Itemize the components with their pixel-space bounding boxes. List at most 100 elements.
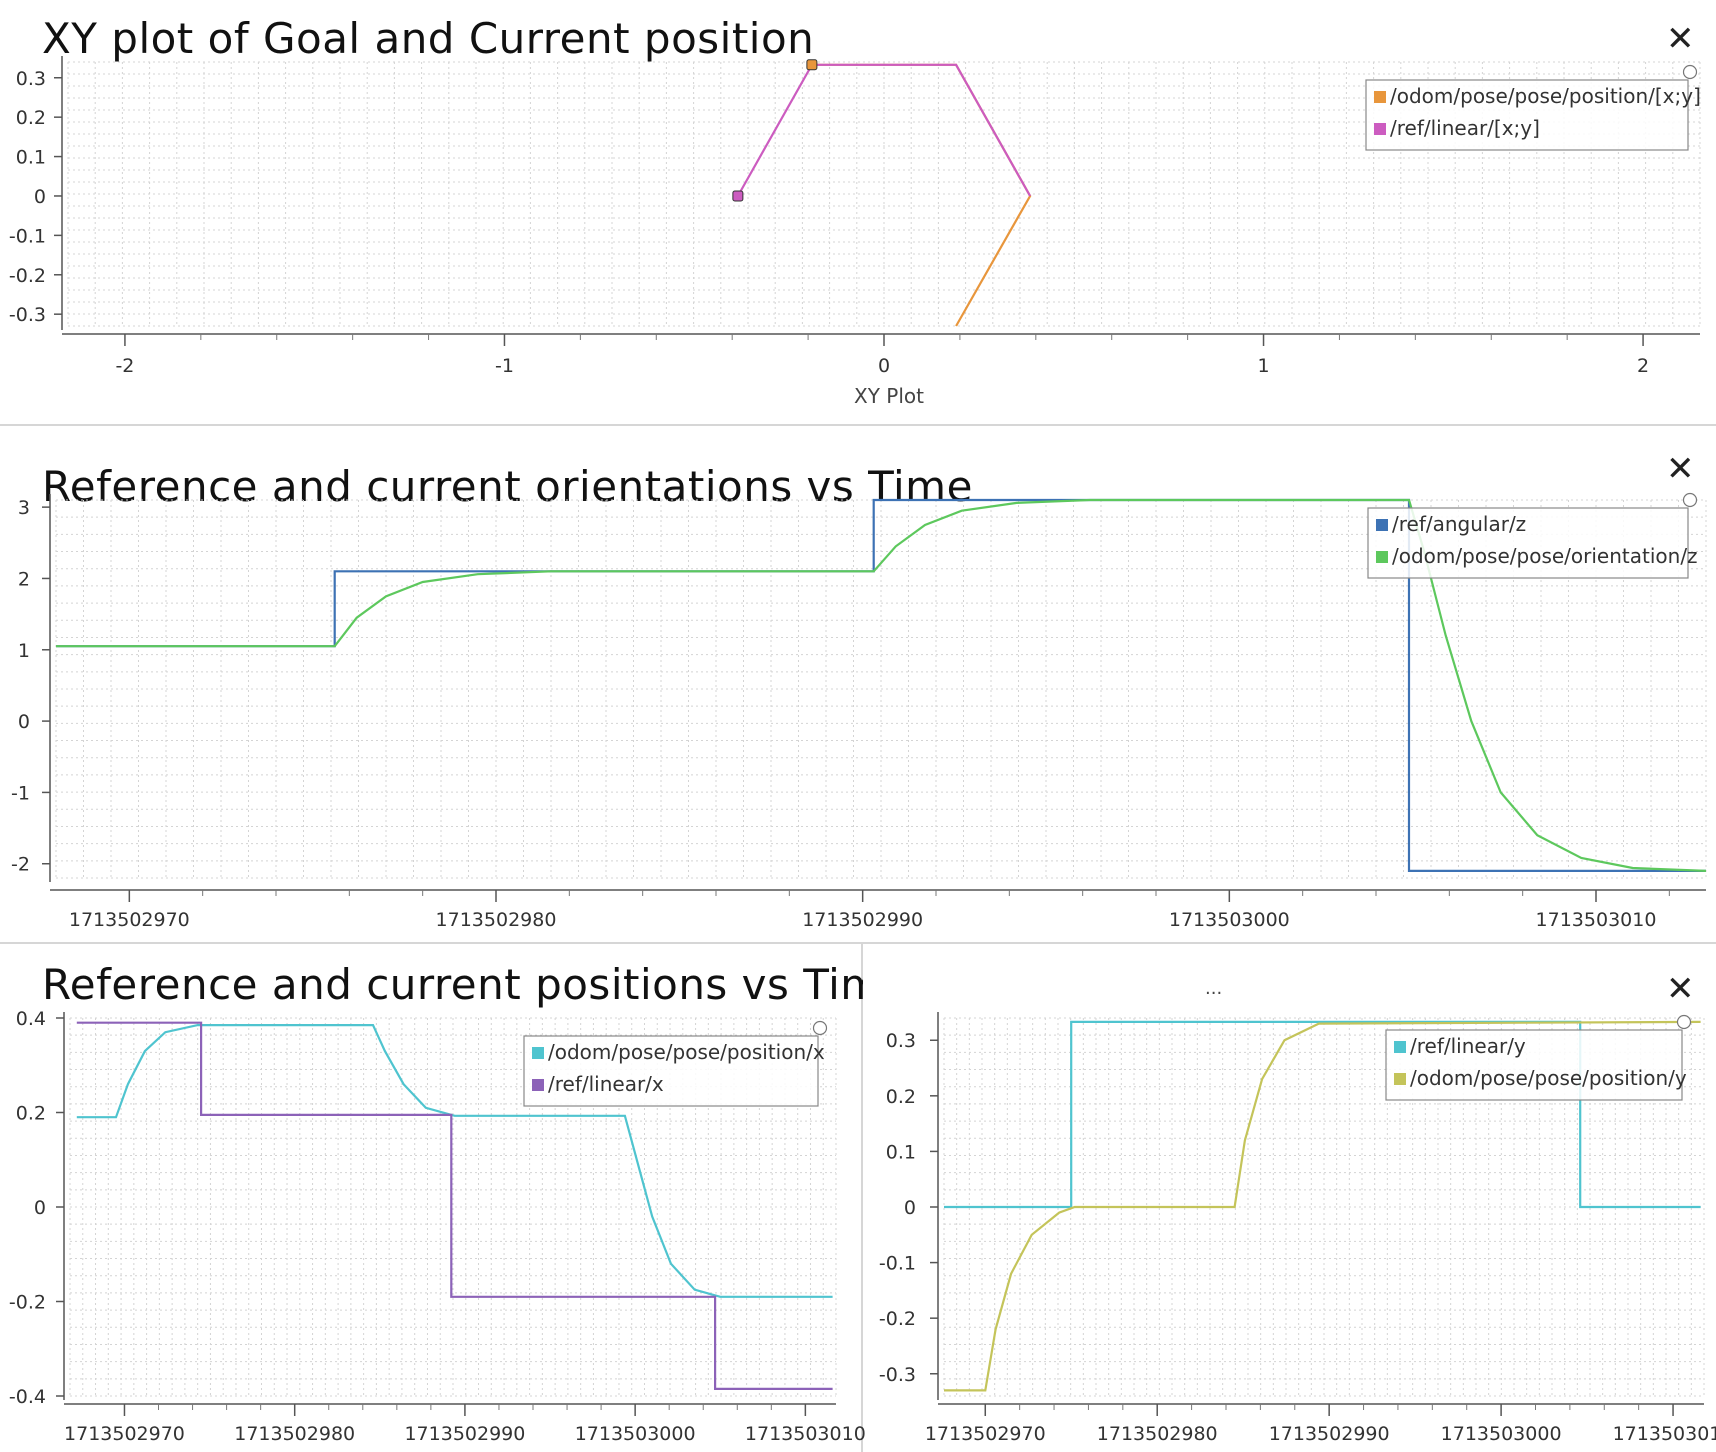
y-tick-label: 0 [18,711,30,733]
legend-label: /odom/pose/pose/position/x [548,1040,825,1064]
series-line [736,63,1032,197]
x-tick-label: 1713502970 [925,1423,1046,1445]
x-tick-label: 2 [1637,355,1649,377]
series-line [56,498,1706,872]
x-tick-label: 1713503000 [575,1423,696,1445]
legend-swatch [1394,1073,1406,1085]
x-tick-label: -2 [115,355,134,377]
x-tick-label: 1713502970 [69,909,190,931]
chart-orient: 1713502970 1713502980 1713502990 1713503000… [11,492,1707,931]
legend-label: /ref/angular/z [1392,512,1526,536]
y-tick-label: 0.2 [16,107,46,129]
y-tick-label: 0 [34,1197,46,1219]
legend-swatch [1394,1041,1406,1053]
series-line [76,1021,833,1390]
y-tick-label: -0.2 [9,1292,46,1314]
series-line [944,1020,1701,1392]
y-tick-label: -0.4 [9,1386,46,1408]
x-tick-label: 1713503000 [1169,909,1290,931]
legend-resize-handle[interactable] [812,1020,828,1036]
y-tick-label: 0.2 [886,1086,916,1108]
position-x-plot-panel: Reference and current positions vs Time [0,944,908,1452]
legend-swatch [532,1079,544,1091]
y-tick-label: -0.1 [9,225,46,247]
panel-title: Reference and current positions vs Time [42,960,909,1009]
y-tick-label: -0.1 [879,1253,916,1275]
chart-xy: -2 -1 0 1 2 0.3 0.2 0.1 0 -0.1 -0.2 -0.3 XY Plot/odo… [9,56,1701,408]
x-tick-label: 1713502990 [802,909,923,931]
legend-label: /odom/pose/pose/orientation/z [1392,544,1698,568]
panel-menu-dots[interactable]: ... [1205,978,1223,999]
x-tick-label: 1713503010 [1536,909,1657,931]
x-tick-label: 1713502990 [1269,1423,1390,1445]
x-tick-label: 1713503000 [1441,1423,1562,1445]
y-tick-label: -0.2 [879,1308,916,1330]
legend-box [1365,79,1689,151]
chart-posy: 1713502970 1713502980 1713502990 1713503000… [879,1012,1716,1445]
x-tick-label: 1713502990 [404,1423,525,1445]
close-icon[interactable]: ✕ [1666,969,1695,1009]
y-tick-label: 0 [904,1197,916,1219]
legend-swatch [1374,91,1386,103]
legend[interactable]: /ref/linear/y/odom/pose/pose/position/y [1385,1014,1692,1101]
legend-label: /ref/linear/[x;y] [1390,116,1540,140]
x-tick-label: 1713503010 [1613,1423,1716,1445]
legend-label: /odom/pose/pose/position/[x;y] [1390,84,1701,108]
close-icon[interactable]: ✕ [1666,19,1695,59]
series-line [811,63,1032,327]
y-tick-label: -0.3 [879,1364,916,1386]
page-title: XY plot of Goal and Current position [42,14,815,63]
y-tick-label: -0.2 [9,265,46,287]
x-tick-label: 1713502970 [64,1423,185,1445]
x-tick-label: 1713502980 [1097,1423,1218,1445]
grid-lines [55,499,1707,879]
legend-swatch [532,1047,544,1059]
legend-swatch [1376,551,1388,563]
y-tick-label: 2 [18,568,30,590]
legend-resize-handle[interactable] [1682,492,1698,508]
y-tick-label: 0.4 [16,1008,46,1030]
x-tick-label: 1713502980 [436,909,557,931]
close-icon[interactable]: ✕ [1666,449,1695,489]
legend-label: /ref/linear/y [1410,1034,1526,1058]
goal-position-marker [732,190,744,202]
y-tick-label: 0.1 [886,1141,916,1163]
grid-lines [69,1017,837,1397]
y-tick-label: 0.3 [16,68,46,90]
y-tick-label: 0 [34,186,46,208]
legend-box [1385,1029,1683,1101]
y-tick-label: 0.3 [886,1030,916,1052]
grid-lines [67,61,1701,327]
panel-divider-vertical[interactable] [861,944,863,1452]
panel-divider-2 [0,942,1716,944]
panel-divider-1 [0,424,1716,426]
current-position-marker [806,59,818,71]
legend[interactable]: /ref/angular/z/odom/pose/pose/orientatio… [1367,492,1698,579]
x-tick-label: 1713502980 [234,1423,355,1445]
y-tick-label: -1 [11,782,30,804]
legend-box [523,1035,819,1107]
legend-box [1367,507,1689,579]
y-tick-label: 0.2 [16,1103,46,1125]
y-tick-label: -2 [11,854,30,876]
x-tick-label: 1 [1257,355,1269,377]
y-tick-label: -0.3 [9,304,46,326]
legend-resize-handle[interactable] [1682,64,1698,80]
y-tick-label: 1 [18,640,30,662]
x-tick-label: 0 [878,355,890,377]
series-line [944,1020,1701,1209]
y-tick-label: 3 [18,497,30,519]
legend-resize-handle[interactable] [1676,1014,1692,1030]
legend[interactable]: /odom/pose/pose/position/x/ref/linear/x [523,1020,828,1107]
x-tick-label: 1713503010 [745,1423,866,1445]
legend-swatch [1376,519,1388,531]
x-tick-label: -1 [495,355,514,377]
x-axis-label: XY Plot [854,384,924,408]
legend[interactable]: /odom/pose/pose/position/[x;y] /ref/linea… [1365,64,1701,151]
y-tick-label: 0.1 [16,147,46,169]
chart-posx: 1713502970 1713502980 1713502990 1713503000… [9,1008,866,1445]
legend-label: /odom/pose/pose/position/y [1410,1066,1687,1090]
position-y-plot-panel: ... ✕ [863,944,1716,1452]
legend-label: /ref/linear/x [548,1072,664,1096]
